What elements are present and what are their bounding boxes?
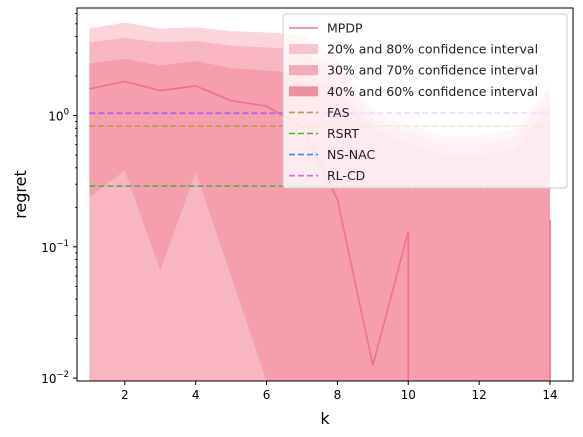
confidence-bands <box>89 22 550 381</box>
x-axis-label: k <box>320 409 330 428</box>
legend-label-ns-nac: NS-NAC <box>327 147 375 162</box>
legend-label-fas: FAS <box>327 105 350 120</box>
y-tick-label: 10−1 <box>41 239 69 255</box>
legend-label-40-and-60-confidence-interval: 40% and 60% confidence interval <box>327 84 538 99</box>
confidence-band-1 <box>89 22 550 381</box>
legend-swatch-20-and-80-confidence-interval <box>289 44 318 55</box>
y-axis-label: regret <box>11 170 30 219</box>
x-tick-label: 8 <box>334 388 342 402</box>
legend-label-rsrt: RSRT <box>327 126 359 141</box>
legend-swatch-40-and-60-confidence-interval <box>289 86 318 97</box>
legend-swatch-30-and-70-confidence-interval <box>289 65 318 76</box>
ticks: 2 4 6 8 10 12 14 10−2 10−1 100 <box>41 13 558 402</box>
x-tick-label: 12 <box>471 388 486 402</box>
x-tick-label: 4 <box>192 388 200 402</box>
plot-frame <box>76 7 574 382</box>
legend-label-rl-cd: RL-CD <box>327 168 365 183</box>
x-tick-label: 6 <box>263 388 271 402</box>
series-line-mpdp <box>89 80 410 366</box>
axes <box>76 7 574 382</box>
x-tick-label: 10 <box>401 388 416 402</box>
legend-label-20-and-80-confidence-interval: 20% and 80% confidence interval <box>327 42 538 57</box>
y-tick-label: 10−2 <box>41 370 69 386</box>
legend-label-30-and-70-confidence-interval: 30% and 70% confidence interval <box>327 63 538 78</box>
x-tick-label: 14 <box>542 388 557 402</box>
confidence-band-2 <box>89 37 550 381</box>
legend-label-mpdp: MPDP <box>327 21 363 36</box>
legend: MPDP 20% and 80% confidence interval 30% a… <box>282 13 568 189</box>
legend-box <box>282 13 568 189</box>
confidence-band-3 <box>89 58 550 381</box>
x-tick-label: 2 <box>121 388 129 402</box>
y-tick-label: 100 <box>48 108 69 124</box>
